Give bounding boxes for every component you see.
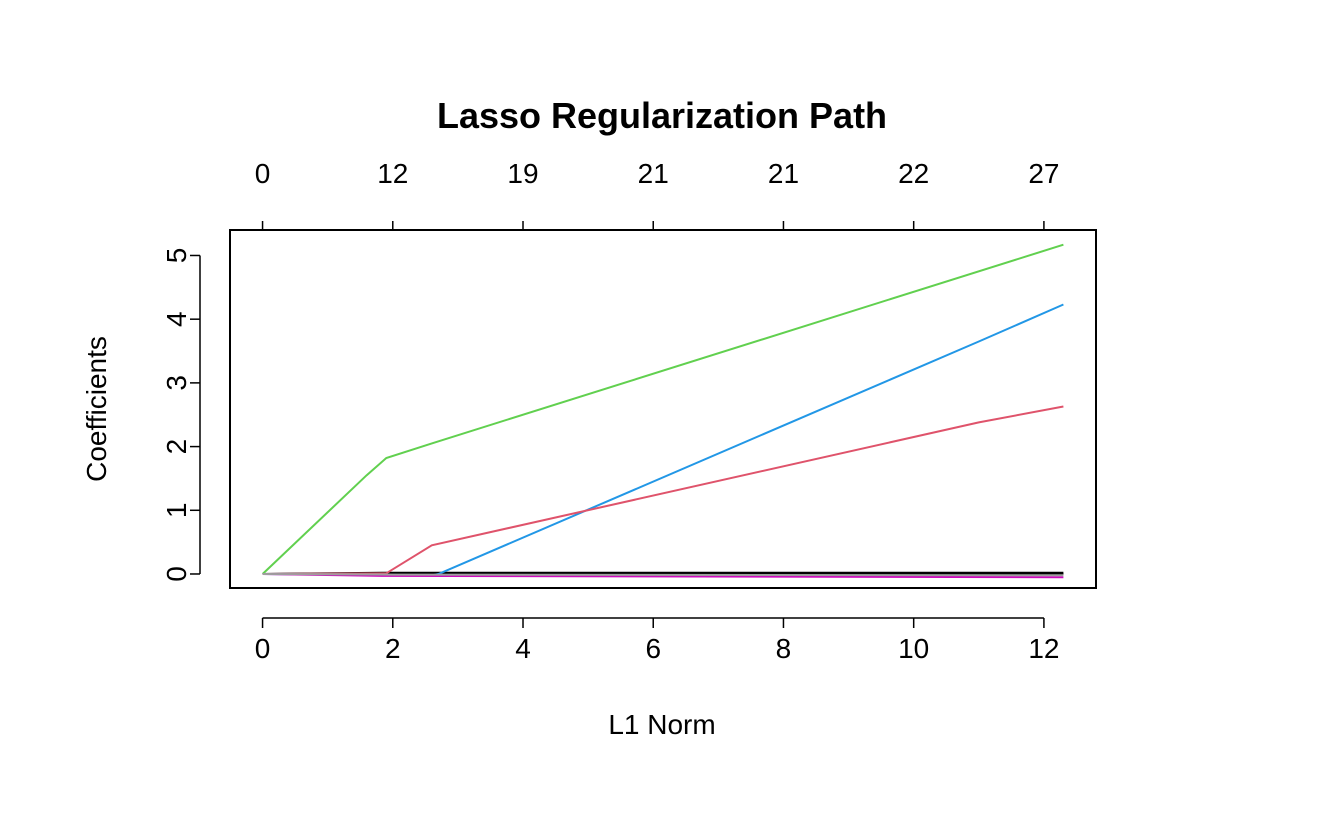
y-tick-label: 1 [161, 502, 192, 518]
x-tick-label: 0 [255, 633, 271, 664]
y-axis-title: Coefficients [81, 336, 112, 482]
series-line-7 [262, 573, 1064, 577]
series-line-4 [262, 303, 1064, 577]
top-tick-label: 21 [638, 158, 669, 189]
x-tick-label: 10 [898, 633, 929, 664]
top-tick-label: 0 [255, 158, 271, 189]
chart-title: Lasso Regularization Path [437, 95, 887, 136]
y-tick-label: 0 [161, 566, 192, 582]
series-line-5 [262, 405, 1064, 575]
series-line-3 [261, 243, 1064, 575]
top-tick-label: 27 [1028, 158, 1059, 189]
x-tick-label: 4 [515, 633, 531, 664]
top-tick-label: 12 [377, 158, 408, 189]
y-tick-label: 2 [161, 439, 192, 455]
top-tick-label: 21 [768, 158, 799, 189]
x-tick-label: 6 [645, 633, 661, 664]
x-tick-label: 2 [385, 633, 401, 664]
series-layer [261, 243, 1064, 579]
top-tick-label: 19 [507, 158, 538, 189]
x-axis-title: L1 Norm [608, 709, 715, 740]
top-tick-label: 22 [898, 158, 929, 189]
y-tick-label: 4 [161, 311, 192, 327]
x-tick-label: 8 [776, 633, 792, 664]
x-tick-label: 12 [1028, 633, 1059, 664]
y-tick-label: 3 [161, 375, 192, 391]
plot-frame [229, 229, 1097, 589]
y-tick-label: 5 [161, 248, 192, 264]
